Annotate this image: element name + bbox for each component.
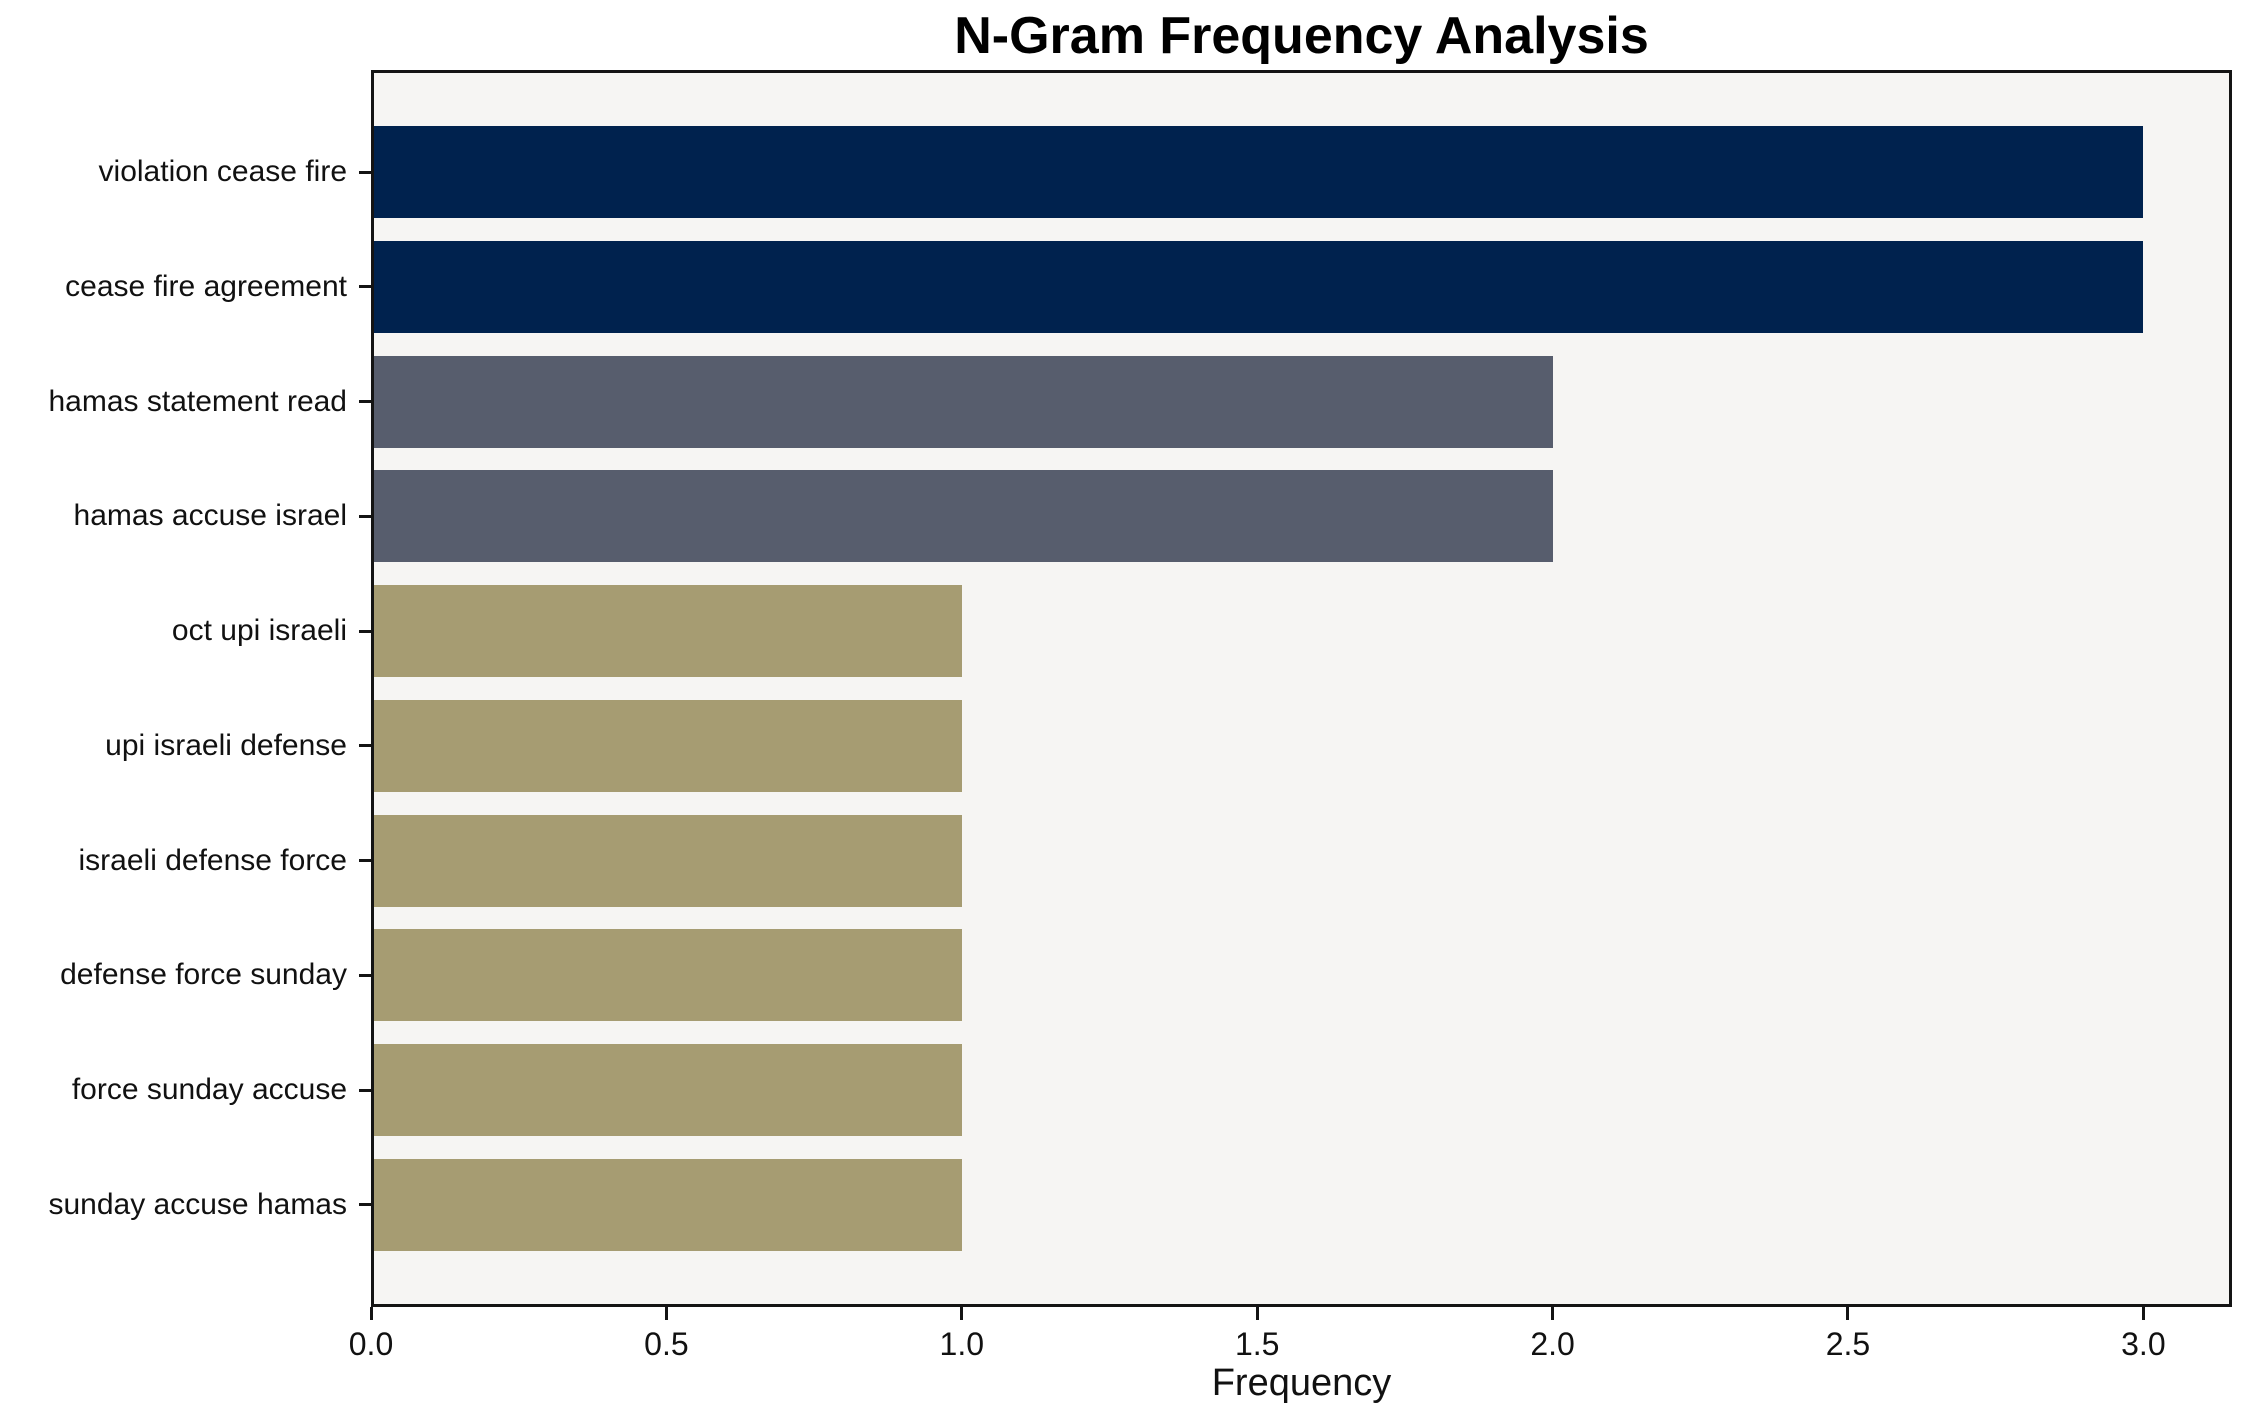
y-tick-mark — [359, 170, 371, 174]
y-tick-label: israeli defense force — [78, 843, 347, 877]
y-tick-mark — [359, 859, 371, 863]
x-tick-label: 1.5 — [1234, 1326, 1280, 1362]
y-tick-label: hamas accuse israel — [73, 499, 347, 533]
x-tick-label: 1.0 — [939, 1326, 985, 1362]
bar-force-sunday-accuse — [374, 1044, 962, 1137]
y-tick-label: cease fire agreement — [65, 269, 347, 303]
y-tick-mark — [359, 973, 371, 977]
x-axis-label: Frequency — [1211, 1362, 1392, 1404]
bar-hamas-statement-read — [374, 355, 1553, 448]
x-tick-label: 3.0 — [2121, 1326, 2166, 1362]
bar-hamas-accuse-israel — [374, 470, 1553, 563]
y-tick-label: violation cease fire — [98, 155, 347, 189]
y-tick-label: upi israeli defense — [105, 728, 347, 762]
y-tick-mark — [359, 744, 371, 748]
x-tick-mark — [369, 1307, 373, 1320]
x-tick-label: 2.0 — [1530, 1326, 1575, 1362]
x-tick-mark — [1551, 1307, 1555, 1320]
y-tick-mark — [359, 514, 371, 518]
x-tick-mark — [1255, 1307, 1259, 1320]
x-tick-label: 0.5 — [644, 1326, 689, 1362]
y-tick-mark — [359, 400, 371, 404]
y-tick-mark — [359, 629, 371, 633]
bar-cease-fire-agreement — [374, 240, 2144, 333]
bar-violation-cease-fire — [374, 126, 2144, 219]
y-tick-label: force sunday accuse — [71, 1073, 347, 1107]
y-tick-label: hamas statement read — [48, 384, 348, 418]
x-tick-label: 2.5 — [1825, 1326, 1871, 1362]
y-tick-label: defense force sunday — [60, 958, 347, 992]
bar-israeli-defense-force — [374, 814, 962, 907]
x-tick-mark — [1846, 1307, 1850, 1320]
y-tick-mark — [359, 1203, 371, 1207]
bar-sunday-accuse-hamas — [374, 1158, 962, 1251]
x-tick-mark — [664, 1307, 668, 1320]
x-tick-mark — [960, 1307, 964, 1320]
x-tick-label: 0.0 — [348, 1326, 394, 1362]
y-tick-mark — [359, 1088, 371, 1092]
y-tick-label: oct upi israeli — [171, 614, 347, 648]
bar-oct-upi-israeli — [374, 585, 962, 678]
bar-defense-force-sunday — [374, 929, 962, 1022]
chart-title: N-Gram Frequency Analysis — [954, 7, 1649, 65]
y-tick-label: sunday accuse hamas — [48, 1187, 347, 1221]
y-tick-mark — [359, 285, 371, 289]
x-tick-mark — [2141, 1307, 2145, 1320]
bar-upi-israeli-defense — [374, 699, 962, 792]
